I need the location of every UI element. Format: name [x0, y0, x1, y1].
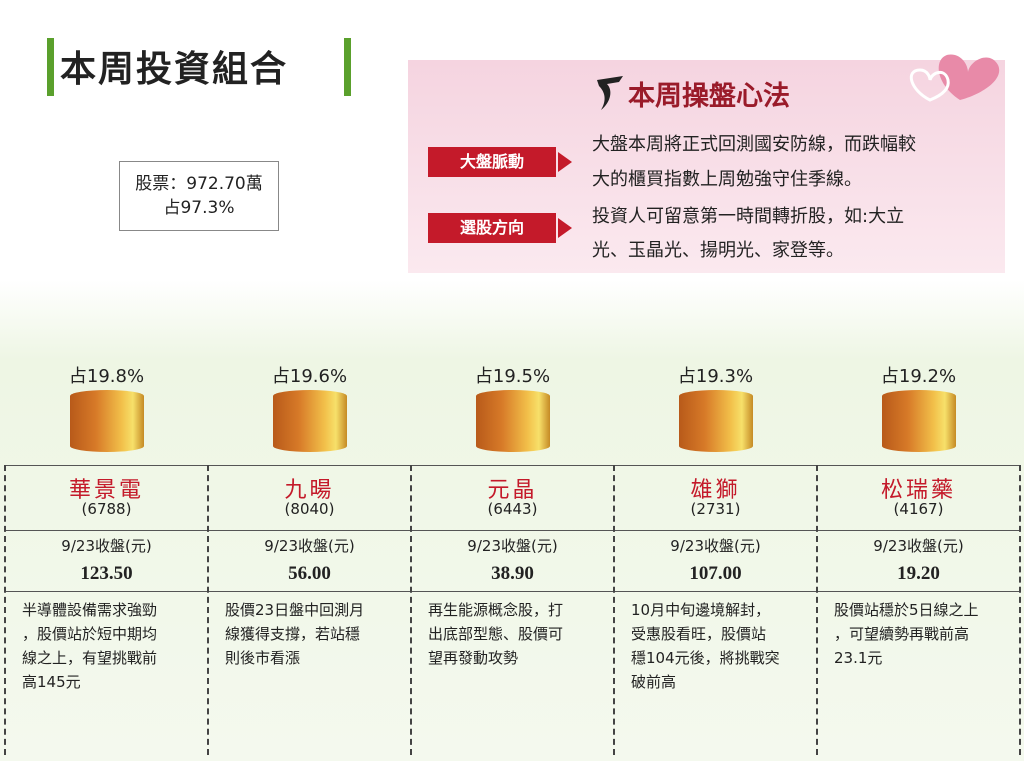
description: 線之上，有望挑戰前 — [22, 649, 158, 667]
panel-text: 大的櫃買指數上周勉強守住季線。 — [592, 169, 862, 190]
close-price: 56.00 — [288, 563, 331, 584]
close-price: 19.20 — [897, 563, 940, 584]
arrow — [558, 152, 572, 172]
close-label: 9/23收盤(元) — [670, 537, 761, 555]
column-divider — [613, 465, 615, 755]
cylinder — [475, 390, 550, 452]
cylinder — [678, 390, 753, 452]
weight: 占19.6% — [271, 366, 348, 387]
description: 半導體設備需求強勁 — [22, 601, 158, 619]
description: 破前高 — [631, 673, 677, 691]
panel-label: 大盤脈動 — [428, 147, 556, 177]
close-price: 123.50 — [80, 563, 133, 584]
close-label: 9/23收盤(元) — [61, 537, 152, 555]
close-label: 9/23收盤(元) — [873, 537, 964, 555]
description: 股價站穩於5日線之上 — [834, 601, 979, 619]
panel-text: 光、玉晶光、揚明光、家登等。 — [592, 240, 844, 261]
summary-line: 股票：972.70萬 — [135, 174, 263, 194]
close-label: 9/23收盤(元) — [264, 537, 355, 555]
cylinder — [272, 390, 347, 452]
description: 再生能源概念股，打 — [428, 601, 564, 619]
weight: 占19.2% — [880, 366, 957, 387]
panel-text: 大盤本周將正式回測國安防線，而跌幅較 — [592, 134, 916, 155]
weight: 占19.8% — [68, 366, 145, 387]
description: 穩104元後，將挑戰突 — [631, 649, 780, 667]
column-divider — [1019, 465, 1021, 755]
description: 10月中旬邊境解封， — [631, 601, 771, 619]
stock-name: 九暘 — [284, 478, 335, 503]
description: 高145元 — [22, 673, 81, 691]
description: 出底部型態、股價可 — [428, 625, 564, 643]
page-title: 本周投資組合 — [60, 49, 289, 90]
column-divider — [816, 465, 818, 755]
description: ，股價站於短中期均 — [22, 625, 158, 643]
title-bar — [47, 38, 54, 96]
icon — [597, 76, 623, 110]
stock-code: (6443) — [487, 500, 538, 518]
stock-name: 雄獅 — [690, 478, 741, 503]
panel-text: 投資人可留意第一時間轉折股，如:大立 — [592, 206, 905, 227]
column-divider — [4, 465, 6, 755]
description: 股價23日盤中回測月 — [225, 601, 365, 619]
cylinder — [881, 390, 956, 452]
close-price: 107.00 — [689, 563, 742, 584]
summary-box: 股票：972.70萬 占97.3% — [119, 161, 279, 231]
stock-name: 華景電 — [68, 478, 144, 503]
stock-name: 元晶 — [487, 478, 538, 503]
summary-line: 占97.3% — [163, 198, 235, 218]
cylinder — [69, 390, 144, 452]
close-label: 9/23收盤(元) — [467, 537, 558, 555]
title-bar — [344, 38, 351, 96]
column-divider — [207, 465, 209, 755]
stock-code: (8040) — [284, 500, 335, 518]
stock-code: (2731) — [690, 500, 741, 518]
panel-title: 本周操盤心法 — [628, 81, 790, 112]
close-price: 38.90 — [491, 563, 534, 584]
weight: 占19.5% — [474, 366, 551, 387]
table-line — [5, 591, 1019, 592]
description: 受惠股看旺，股價站 — [631, 625, 767, 643]
description: ，可望續勢再戰前高 — [834, 625, 970, 643]
arrow — [558, 218, 572, 238]
description: 23.1元 — [834, 649, 883, 667]
weight: 占19.3% — [677, 366, 754, 387]
stock-code: (4167) — [893, 500, 944, 518]
table-line — [5, 530, 1019, 531]
hearts — [909, 54, 1000, 102]
stock-code: (6788) — [81, 500, 132, 518]
description: 望再發動攻勢 — [428, 649, 519, 667]
description: 則後市看漲 — [225, 649, 301, 667]
table-line — [5, 465, 1019, 466]
stock-name: 松瑞藥 — [880, 478, 956, 503]
panel-label: 選股方向 — [428, 213, 556, 243]
column-divider — [410, 465, 412, 755]
description: 線獲得支撐，若站穩 — [225, 625, 361, 643]
